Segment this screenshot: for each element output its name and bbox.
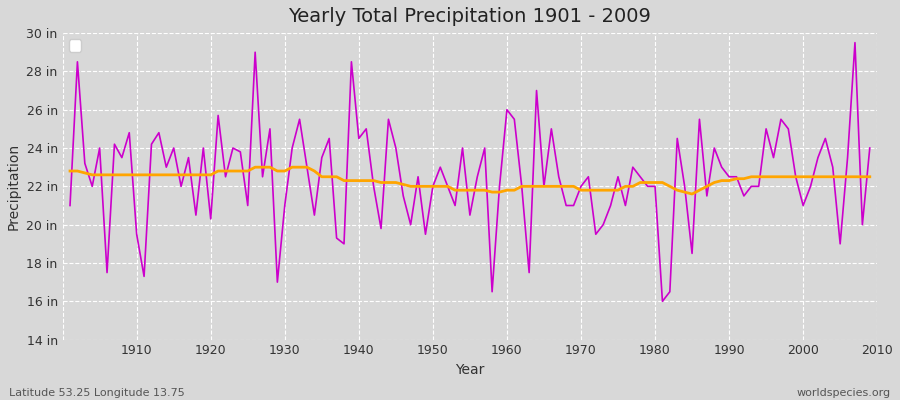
20 Yr Trend [508,188,519,192]
Precipitation [501,107,512,112]
20 Yr Trend [124,172,135,177]
20 Yr Trend [65,169,76,174]
X-axis label: Year: Year [455,363,484,377]
Precipitation [864,146,875,150]
Precipitation [124,130,135,135]
Precipitation [590,232,601,237]
Precipitation [657,299,668,304]
Precipitation [287,146,298,150]
20 Yr Trend [864,174,875,179]
Line: 20 Yr Trend: 20 Yr Trend [70,167,869,194]
Y-axis label: Precipitation: Precipitation [7,143,21,230]
20 Yr Trend [598,188,608,192]
Precipitation [494,184,505,189]
Precipitation [850,40,860,45]
20 Yr Trend [294,165,305,170]
20 Yr Trend [501,188,512,192]
20 Yr Trend [687,192,698,196]
Precipitation [331,236,342,240]
20 Yr Trend [338,178,349,183]
Title: Yearly Total Precipitation 1901 - 2009: Yearly Total Precipitation 1901 - 2009 [289,7,652,26]
Line: Precipitation: Precipitation [70,43,869,301]
Legend:  [69,39,81,52]
Text: worldspecies.org: worldspecies.org [796,388,891,398]
Text: Latitude 53.25 Longitude 13.75: Latitude 53.25 Longitude 13.75 [9,388,184,398]
Precipitation [65,203,76,208]
20 Yr Trend [249,165,260,170]
